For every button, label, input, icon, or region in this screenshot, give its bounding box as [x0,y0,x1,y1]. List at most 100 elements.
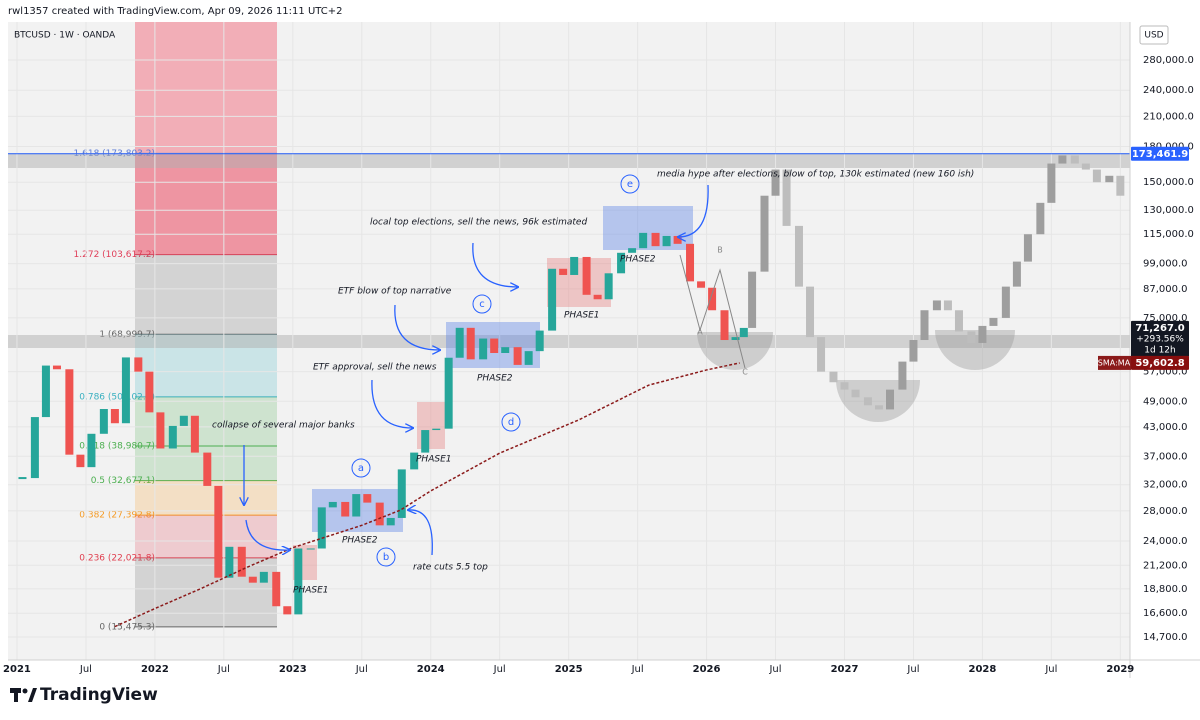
wave-label: a [358,463,364,474]
price-labels: 173,461.9 71,267.0+293.56%1d 12h 59,602.8 S… [1098,146,1189,370]
candle [41,365,50,418]
candle [248,576,257,583]
x-tick-label: 2021 [3,664,31,675]
circle [501,412,521,432]
candle [421,430,430,453]
candle [989,317,998,326]
candle [708,287,717,311]
fib-label: 0.5 (32,677.1) [91,476,155,486]
candle [87,433,96,468]
annotation: local top elections, sell the news, 96k … [370,218,587,228]
candle [886,389,895,410]
marks [8,153,1130,628]
fib-zone [135,153,277,255]
phase-box [417,402,445,449]
candle [782,169,791,226]
fib-zone [135,515,277,558]
currency[interactable]: USD [1144,31,1163,41]
candle [341,501,350,517]
candle [582,256,591,295]
fib-label: 0.382 (27,392.8) [79,511,155,521]
candle [225,546,234,578]
y-tick-label: 87,000.0 [1143,284,1188,295]
candle [967,331,976,343]
wave-label: c [479,299,485,310]
y-tick-label: 21,200.0 [1143,560,1188,571]
candle [237,546,246,577]
arrow [472,242,518,287]
wave-label: d [508,417,514,428]
candle [259,571,268,583]
annotation: ETF approval, sell the news [313,363,437,373]
fib-zones: 1.618 (173,803.2)1.272 (103,617.2)1 (68,… [74,149,277,632]
bowl [935,330,1015,370]
x-tick-label: Jul [217,664,230,675]
wave-label: b [383,552,389,563]
annotation: collapse of several major banks [212,421,355,431]
arrow [408,510,433,556]
y-tick-label: 32,000.0 [1143,480,1188,491]
grid [8,22,1130,660]
circle [620,174,640,194]
axes: 14,700.0 16,600.0 18,800.0 21,200.0 24,000.0… [3,55,1194,675]
candle [410,452,419,470]
candle [662,235,671,247]
candle [1001,286,1010,318]
author-line: rwl1357 created with TradingView.com, Ap… [8,6,343,17]
circle [472,294,492,314]
phase-label: PHASE1 [564,311,599,321]
candle [817,337,826,372]
candle [479,338,488,360]
countdown: 1d 12h [1144,345,1175,355]
candle [898,361,907,390]
candle [863,397,872,406]
price-label: 71,267.0 [1135,323,1184,334]
price-change: +293.56% [1136,334,1184,344]
x-tick-label: Jul [768,664,781,675]
x-tick-label: Jul [631,664,644,675]
sma-line [114,362,740,628]
candle [943,300,952,311]
candle [1023,234,1032,262]
candle [203,452,212,486]
x-tick-label: 2025 [555,664,583,675]
candle [444,357,453,429]
candle [455,327,464,358]
candle [628,248,637,253]
candle [1116,175,1125,196]
candle [1105,175,1114,183]
fib-label: 1.272 (103,617.2) [74,250,155,260]
y-tick-label: 115,000.0 [1143,229,1194,240]
candle [524,351,533,365]
y-tick-label: 240,000.0 [1143,85,1194,96]
candle [76,454,85,468]
candle [272,571,281,607]
candle [214,485,223,578]
candle [697,281,706,288]
fib-zone [135,254,277,335]
x-tick-label: 2026 [693,664,721,675]
fib-label: 1 (68,999.7) [99,330,155,340]
candle [548,268,557,331]
candle [593,294,602,300]
candle [432,428,441,431]
candle [806,286,815,338]
annotation: rate cuts 5.5 top [413,563,488,573]
currency-box[interactable] [1139,25,1169,45]
candle [720,310,729,341]
candle [739,327,748,338]
price-box [1131,146,1189,161]
brand-name: TradingView [40,685,158,705]
candle [535,330,544,352]
candle [978,325,987,343]
fib-zone [135,557,277,627]
wave-label: C [742,368,748,377]
candle [1070,155,1079,164]
plot: 1.618 (173,803.2)1.272 (103,617.2)1 (68,… [8,22,1130,660]
candle [352,494,361,517]
candle [794,225,803,287]
candle [748,271,757,328]
candle [760,195,769,272]
candle [283,606,292,615]
